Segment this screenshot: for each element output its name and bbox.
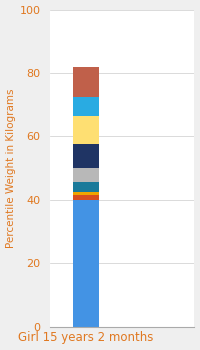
- Bar: [73, 192, 99, 195]
- Y-axis label: Percentile Weight in Kilograms: Percentile Weight in Kilograms: [6, 88, 16, 248]
- Bar: [73, 182, 99, 192]
- Bar: [73, 97, 99, 116]
- Bar: [73, 168, 99, 182]
- Bar: [73, 195, 99, 200]
- Bar: [73, 144, 99, 168]
- Bar: [73, 200, 99, 327]
- Bar: [73, 116, 99, 144]
- Bar: [73, 66, 99, 97]
